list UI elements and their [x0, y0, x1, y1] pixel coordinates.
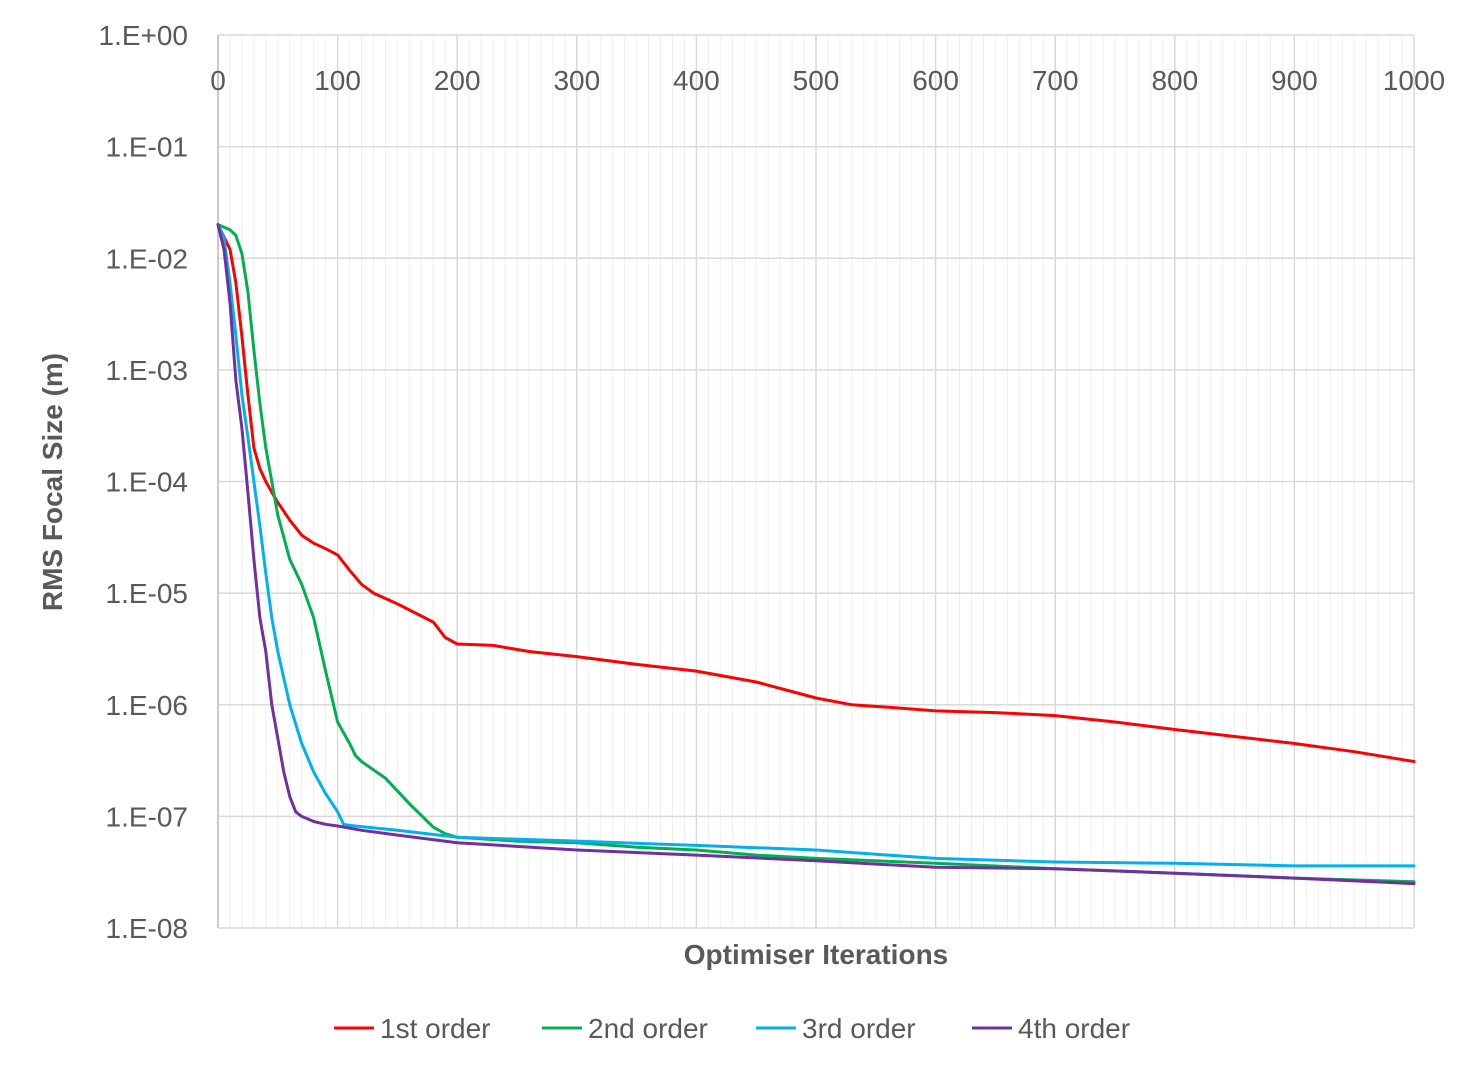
series-line-3	[216, 223, 1416, 868]
y-tick-label: 1.E-03	[106, 355, 189, 386]
series-line-1	[216, 223, 1416, 763]
legend-item: 4th order	[972, 1013, 1130, 1044]
legend-label: 3rd order	[802, 1013, 916, 1044]
y-tick-label: 1.E-04	[106, 467, 189, 498]
y-tick-label: 1.E-02	[106, 243, 189, 274]
x-tick-label: 200	[434, 65, 481, 96]
series-line-2	[216, 223, 1416, 884]
legend-label: 2nd order	[588, 1013, 708, 1044]
x-tick-label: 800	[1151, 65, 1198, 96]
x-tick-labels: 0 100 200 300 400 500 600 700 800 900 1000	[210, 65, 1445, 96]
legend-label: 4th order	[1018, 1013, 1130, 1044]
y-tick-labels: 1.E+00 1.E-01 1.E-02 1.E-03 1.E-04 1.E-05 1.E-…	[98, 20, 188, 944]
x-tick-label: 100	[314, 65, 361, 96]
legend-item: 3rd order	[756, 1013, 916, 1044]
y-axis-title: RMS Focal Size (m)	[37, 353, 68, 611]
y-tick-label: 1.E-07	[106, 801, 189, 832]
y-tick-label: 1.E+00	[98, 20, 188, 51]
grid	[217, 34, 1415, 929]
x-tick-label: 1000	[1383, 65, 1445, 96]
y-tick-label: 1.E-01	[106, 132, 189, 163]
y-tick-label: 1.E-05	[106, 578, 189, 609]
y-tick-label: 1.E-08	[106, 913, 189, 944]
x-axis-title: Optimiser Iterations	[684, 939, 949, 970]
y-tick-label: 1.E-06	[106, 690, 189, 721]
x-tick-label: 600	[912, 65, 959, 96]
x-tick-label: 0	[210, 65, 226, 96]
legend-label: 1st order	[380, 1013, 491, 1044]
series-line-4	[216, 223, 1416, 886]
x-tick-label: 500	[793, 65, 840, 96]
x-tick-label: 700	[1032, 65, 1079, 96]
x-tick-label: 400	[673, 65, 720, 96]
legend-item: 1st order	[334, 1013, 491, 1044]
series-lines	[216, 223, 1416, 886]
x-tick-label: 900	[1271, 65, 1318, 96]
x-tick-label: 300	[553, 65, 600, 96]
legend-item: 2nd order	[542, 1013, 708, 1044]
legend: 1st order 2nd order 3rd order 4th order	[334, 1013, 1130, 1044]
